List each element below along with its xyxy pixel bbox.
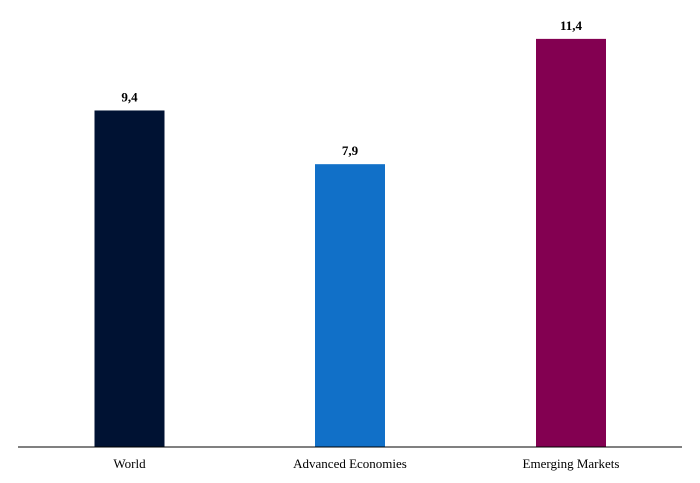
category-label-advanced-economies: Advanced Economies <box>293 456 407 471</box>
category-label-emerging-markets: Emerging Markets <box>523 456 620 471</box>
value-labels-layer: 9,4 7,9 11,4 <box>121 18 582 158</box>
bar-emerging-markets <box>536 38 606 447</box>
value-label-advanced-economies: 7,9 <box>342 143 359 158</box>
category-labels-layer: World Advanced Economies Emerging Markets <box>113 456 619 471</box>
bar-advanced-economies <box>315 164 385 447</box>
value-label-emerging-markets: 11,4 <box>560 18 583 33</box>
bars-layer <box>94 38 606 447</box>
category-label-world: World <box>113 456 146 471</box>
bar-world <box>94 110 165 447</box>
value-label-world: 9,4 <box>121 89 138 104</box>
